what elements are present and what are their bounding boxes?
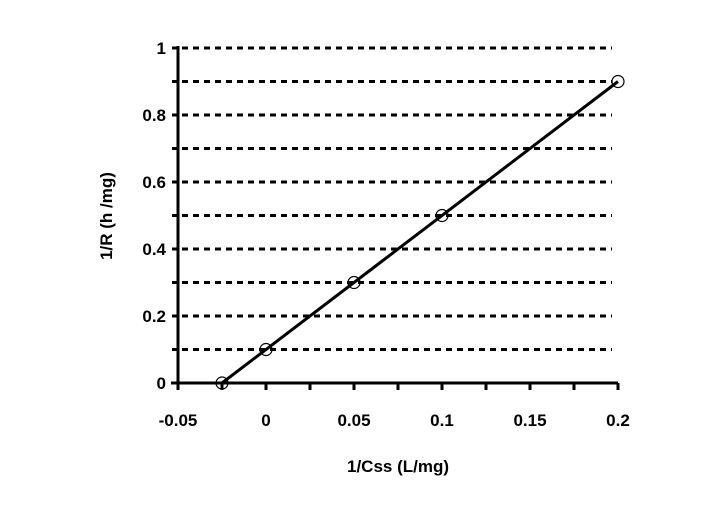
- y-tick-label: 0.4: [142, 240, 166, 259]
- y-tick-label: 1: [157, 39, 166, 58]
- y-axis-title: 1/R (h /mg): [97, 172, 116, 260]
- x-tick-label: 0.1: [430, 411, 454, 430]
- x-tick-label: -0.05: [159, 411, 198, 430]
- data-point-marker: [611, 74, 625, 89]
- y-axis-ticks: 0 0.2 0.4 0.6 0.8 1: [142, 39, 178, 393]
- y-tick-label: 0.6: [142, 173, 166, 192]
- x-tick-label: 0: [261, 411, 270, 430]
- data-points: [215, 74, 625, 390]
- data-point-marker: [435, 208, 449, 223]
- data-point-marker: [215, 376, 229, 390]
- gridlines: [182, 46, 612, 351]
- x-axis-title: 1/Css (L/mg): [347, 457, 449, 476]
- y-tick-label: 0.8: [142, 106, 166, 125]
- data-point-marker: [347, 275, 361, 290]
- regression-line: [221, 80, 619, 385]
- data-point-marker: [259, 342, 273, 357]
- y-tick-label: 0.2: [142, 307, 166, 326]
- fit-line: [221, 80, 619, 385]
- y-tick-label: 0: [157, 374, 166, 393]
- x-tick-label: 0.15: [513, 411, 546, 430]
- x-axis-ticks: -0.05 0 0.05 0.1 0.15 0.2: [159, 383, 630, 430]
- x-tick-label: 0.2: [606, 411, 630, 430]
- x-tick-label: 0.05: [337, 411, 370, 430]
